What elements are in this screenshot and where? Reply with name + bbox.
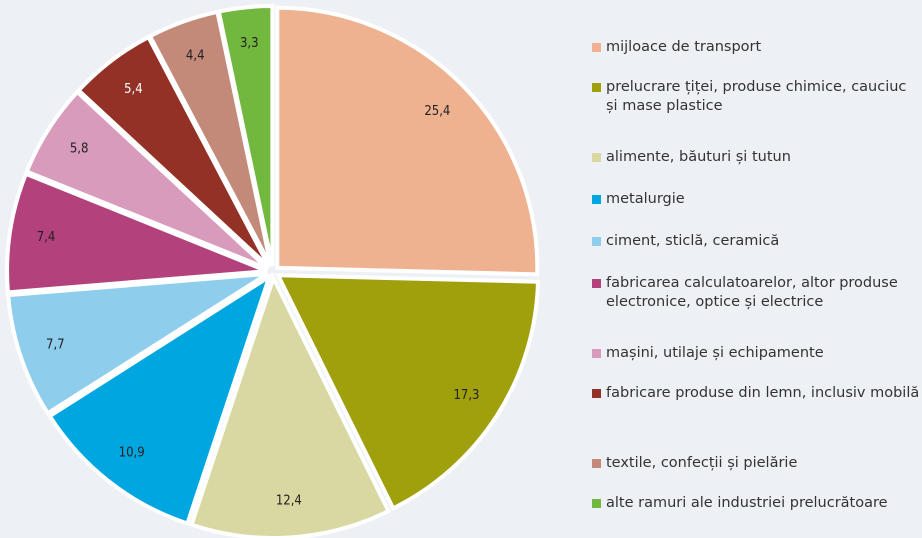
data-label: 25,4 — [424, 104, 450, 119]
pie-slice — [216, 4, 275, 267]
legend-swatch — [592, 195, 601, 204]
legend-item: fabricare produse din lemn, inclusiv mob… — [592, 384, 922, 403]
data-label: 5,8 — [70, 141, 89, 156]
pie-slice — [47, 272, 273, 527]
legend-label: metalurgie — [606, 191, 685, 207]
legend-label: alimente, băuturi și tutun — [606, 149, 791, 165]
legend-swatch — [592, 499, 601, 508]
data-label: 12,4 — [276, 494, 302, 509]
legend-swatch — [592, 279, 601, 288]
data-label: 5,4 — [124, 82, 143, 97]
legend-label: alte ramuri ale industriei prelucrătoare — [606, 495, 888, 511]
legend-item: fabricarea calculatoarelor, altor produs… — [592, 274, 922, 312]
pie-slice — [275, 5, 540, 277]
legend-swatch — [592, 349, 601, 358]
legend-label: fabricare produse din lemn, inclusiv mob… — [606, 385, 920, 401]
data-label: 3,3 — [240, 36, 259, 51]
pie-chart: 25,4 17,3 12,4 10,9 7,7 7,4 5,8 5,4 4,4 3,3 — [5, 4, 541, 538]
legend-item: textile, confecții și pielărie — [592, 454, 922, 473]
legend-swatch — [592, 153, 601, 162]
legend-item: prelucrare țiței, produse chimice, cauci… — [592, 78, 922, 116]
data-label: 7,4 — [37, 230, 56, 245]
legend-label: ciment, sticlă, ceramică — [606, 233, 780, 249]
legend-label: prelucrare țiței, produse chimice, cauci… — [606, 79, 907, 114]
pie-slice — [188, 272, 392, 538]
data-label: 7,7 — [46, 338, 65, 353]
legend-swatch — [592, 459, 601, 468]
legend-item: alimente, băuturi și tutun — [592, 148, 922, 167]
pie-slice — [6, 271, 269, 416]
pie-slice — [24, 89, 270, 271]
legend-label: mașini, utilaje și echipamente — [606, 345, 824, 361]
legend-item: mijloace de transport — [592, 38, 922, 57]
legend-label: mijloace de transport — [606, 39, 762, 55]
legend-swatch — [592, 389, 601, 398]
legend-swatch — [592, 83, 601, 92]
legend-item: ciment, sticlă, ceramică — [592, 232, 922, 251]
legend-label: fabricarea calculatoarelor, altor produs… — [606, 275, 898, 310]
legend-swatch — [592, 237, 601, 246]
data-label: 10,9 — [119, 445, 145, 460]
legend-item: metalurgie — [592, 190, 922, 209]
pie-slice — [274, 273, 541, 512]
data-label: 17,3 — [453, 388, 479, 403]
data-label: 4,4 — [186, 48, 205, 63]
legend-item: mașini, utilaje și echipamente — [592, 344, 922, 363]
legend-swatch — [592, 43, 601, 52]
legend-item: alte ramuri ale industriei prelucrătoare — [592, 494, 922, 513]
pie-slice — [5, 171, 268, 295]
legend-label: textile, confecții și pielărie — [606, 455, 798, 471]
